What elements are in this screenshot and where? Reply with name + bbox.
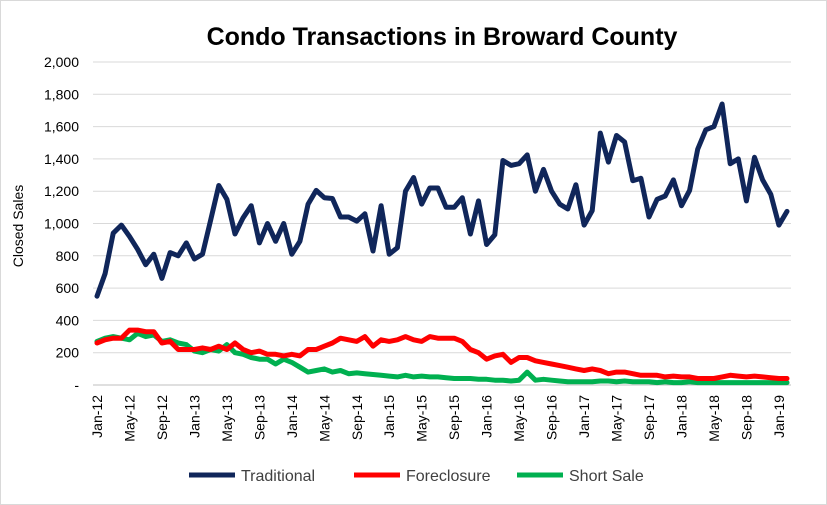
x-tick-label: May-17 bbox=[609, 395, 625, 442]
x-tick-label: May-15 bbox=[414, 395, 430, 442]
x-tick-label: Jan-17 bbox=[576, 395, 592, 438]
y-tick-label: 800 bbox=[56, 248, 80, 264]
y-tick-label: - bbox=[74, 377, 79, 393]
x-tick-label: May-14 bbox=[316, 395, 332, 442]
y-tick-label: 1,000 bbox=[44, 216, 79, 232]
y-tick-label: 200 bbox=[56, 345, 80, 361]
x-tick-label: Sep-18 bbox=[738, 395, 754, 440]
chart-title: Condo Transactions in Broward County bbox=[207, 23, 678, 51]
y-tick-label: 1,800 bbox=[44, 86, 79, 102]
x-tick-label: Sep-13 bbox=[251, 395, 267, 440]
y-tick-label: 600 bbox=[56, 280, 80, 296]
x-tick-label: May-12 bbox=[121, 395, 137, 442]
x-tick-label: Jan-13 bbox=[186, 395, 202, 438]
x-tick-label: Jan-12 bbox=[89, 395, 105, 438]
x-tick-label: Sep-17 bbox=[641, 395, 657, 440]
y-tick-label: 2,000 bbox=[44, 54, 79, 70]
y-axis-label: Closed Sales bbox=[10, 185, 26, 268]
x-tick-label: Sep-12 bbox=[154, 395, 170, 440]
y-tick-label: 1,400 bbox=[44, 151, 79, 167]
x-tick-label: Jan-14 bbox=[284, 395, 300, 438]
x-tick-label: May-13 bbox=[219, 395, 235, 442]
x-tick-label: May-18 bbox=[706, 395, 722, 442]
legend-label: Short Sale bbox=[569, 468, 644, 485]
x-tick-labels: Jan-12 May-12 Sep-12 Jan-13 May-13 Sep-13 Jan-… bbox=[89, 395, 787, 442]
x-tick-label: Jan-19 bbox=[771, 395, 787, 438]
x-tick-label: Sep-16 bbox=[544, 395, 560, 440]
series-lines bbox=[94, 101, 790, 386]
x-tick-label: Sep-14 bbox=[349, 395, 365, 440]
x-tick-label: May-16 bbox=[511, 395, 527, 442]
x-tick-label: Jan-15 bbox=[381, 395, 397, 438]
legend-label: Traditional bbox=[241, 468, 315, 485]
y-tick-label: 400 bbox=[56, 312, 80, 328]
legend-label: Foreclosure bbox=[406, 468, 491, 485]
x-tick-label: Sep-15 bbox=[446, 395, 462, 440]
y-tick-labels: - 200 400 600 800 1,000 1,200 1,400 1,600 1,800 2,… bbox=[44, 54, 79, 393]
series-line-foreclosure bbox=[94, 327, 790, 381]
x-tick-label: Jan-16 bbox=[479, 395, 495, 438]
series-line-traditional bbox=[94, 101, 790, 299]
legend: Traditional Foreclosure Short Sale bbox=[189, 468, 644, 485]
x-tick-label: Jan-18 bbox=[673, 395, 689, 438]
y-tick-label: 1,200 bbox=[44, 183, 79, 199]
y-tick-label: 1,600 bbox=[44, 119, 79, 135]
